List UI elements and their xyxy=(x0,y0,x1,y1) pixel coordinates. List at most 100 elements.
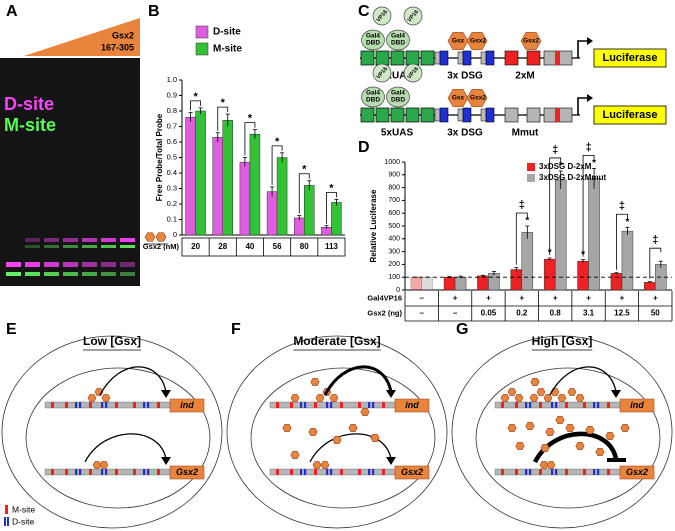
table-cell: + xyxy=(653,294,658,303)
m-site xyxy=(607,469,610,475)
m-site xyxy=(157,402,160,408)
reporter-label: Luciferase xyxy=(602,109,657,121)
m-site xyxy=(340,402,343,408)
gsx-protein xyxy=(545,428,555,436)
legend-swatch xyxy=(4,517,6,526)
element-label: Mmut xyxy=(512,128,539,139)
panel-label: C xyxy=(358,3,370,20)
regulation-arc xyxy=(84,433,167,463)
y-tick-label: 800 xyxy=(388,184,400,191)
m-site xyxy=(565,402,568,408)
uas-site xyxy=(405,107,420,123)
dimer-label: Gsx2 xyxy=(470,95,486,102)
m-site xyxy=(358,469,361,475)
gsx-protein xyxy=(447,31,469,51)
gel-band xyxy=(101,262,116,267)
dimer-label: Gsx xyxy=(452,95,465,102)
gene xyxy=(169,465,205,480)
dna xyxy=(269,401,396,409)
significance-bracket xyxy=(582,155,595,257)
d-site xyxy=(597,469,600,475)
m-site xyxy=(89,402,92,408)
model-title: Moderate [Gsx] xyxy=(293,334,380,348)
gsx-protein xyxy=(605,432,615,440)
m-site xyxy=(539,469,542,475)
m-site xyxy=(515,402,518,408)
y-tick-label: 0.1 xyxy=(167,214,177,223)
table-cell: + xyxy=(620,294,625,303)
d-site xyxy=(147,402,150,408)
gel-probe: M-site xyxy=(4,115,56,135)
gsx-protein xyxy=(360,408,370,416)
d-site xyxy=(593,402,596,408)
significance-mark: * xyxy=(592,158,596,169)
significance-mark: * xyxy=(193,91,198,103)
y-tick-label: 0.2 xyxy=(167,199,177,208)
y-tick-label: 500 xyxy=(388,223,400,230)
significance-mark: * xyxy=(329,182,334,194)
table-cell: – xyxy=(419,294,424,303)
dna xyxy=(44,468,171,476)
table-cell: + xyxy=(519,294,524,303)
dsg-site xyxy=(462,107,472,123)
panel-label: A xyxy=(6,3,18,20)
gsx-protein xyxy=(101,394,111,402)
m-site xyxy=(583,402,586,408)
regulation-arc xyxy=(323,365,393,396)
m-site xyxy=(515,469,518,475)
bar xyxy=(543,259,556,291)
m-site xyxy=(157,469,160,475)
legend-label: D-site xyxy=(213,27,241,38)
d-site xyxy=(372,402,375,408)
legend-swatch xyxy=(527,174,535,182)
legend-swatch xyxy=(5,505,8,514)
gel-band xyxy=(25,245,40,248)
significance-bracket xyxy=(649,247,662,279)
y-tick-label: 400 xyxy=(388,236,400,243)
dsg-gray xyxy=(480,108,487,122)
gel-band xyxy=(6,262,21,267)
m-site xyxy=(340,469,343,475)
m-site xyxy=(276,402,279,408)
d-site xyxy=(551,469,554,475)
y-tick-label: 0.3 xyxy=(167,183,177,192)
y-tick-label: 0.6 xyxy=(167,137,177,146)
gsx-protein xyxy=(329,394,339,402)
reporter xyxy=(593,105,667,125)
gsx-protein xyxy=(515,442,525,450)
gel-band xyxy=(101,238,116,242)
dsg-site xyxy=(485,107,495,123)
gsx-protein xyxy=(507,388,517,396)
significance-mark: * xyxy=(221,97,226,109)
gsx-protein xyxy=(447,88,469,108)
bar xyxy=(212,137,223,236)
d-site xyxy=(79,402,82,408)
dsg-gray xyxy=(457,108,464,122)
m-site xyxy=(276,469,279,475)
dsg-site xyxy=(485,50,495,66)
dsg-gray xyxy=(434,51,441,65)
y-tick-label: 0.7 xyxy=(167,121,177,130)
m-site xyxy=(115,469,118,475)
legend-label: M-site xyxy=(213,44,242,55)
gel-band xyxy=(101,272,116,276)
tss-arrowhead xyxy=(587,94,593,102)
uas-site xyxy=(390,107,405,123)
dsg-gray xyxy=(457,51,464,65)
panel-label: F xyxy=(231,321,241,338)
m-site xyxy=(51,469,54,475)
table-cell: + xyxy=(486,294,491,303)
gal4-dbd xyxy=(361,86,385,108)
gsx-protein xyxy=(540,444,550,452)
y-tick-label: 100 xyxy=(388,274,400,281)
gsx-protein xyxy=(332,436,342,444)
bar xyxy=(195,110,206,236)
m-site xyxy=(501,402,504,408)
table-cell: 0.8 xyxy=(550,309,562,318)
reporter-label: Luciferase xyxy=(602,52,657,64)
uas-site xyxy=(405,50,420,66)
y-tick-label: 0.9 xyxy=(167,90,177,99)
regulation-arc xyxy=(99,366,167,396)
promoter-site xyxy=(555,108,560,122)
dimer-label: Gsx xyxy=(452,38,465,45)
